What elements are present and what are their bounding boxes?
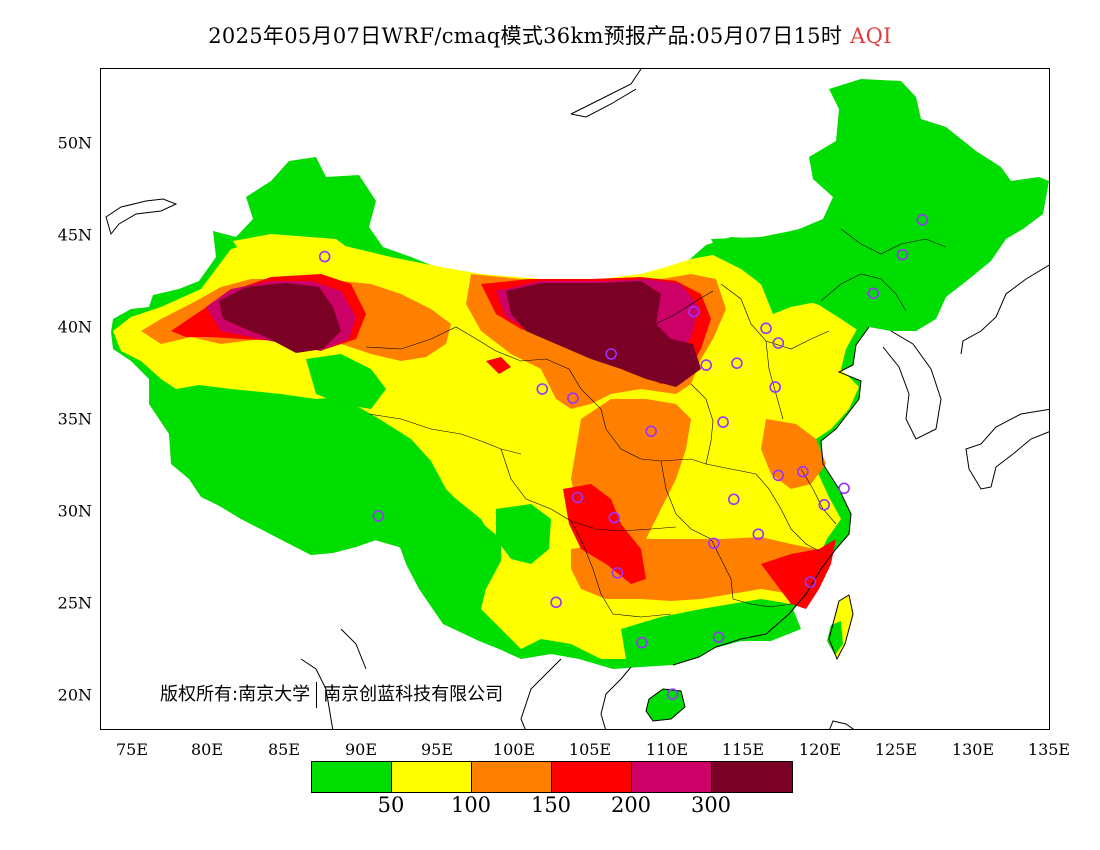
india-border [300, 628, 367, 729]
copyright-separator [316, 682, 318, 708]
x-tick-label: 85E [267, 740, 301, 759]
legend-swatch [472, 762, 552, 792]
legend-swatch [712, 762, 792, 792]
legend-swatch [632, 762, 712, 792]
region-unhealthy-sichuan [563, 484, 646, 584]
station-marker [688, 305, 700, 318]
station-marker [804, 576, 817, 588]
vietnam-coastline [520, 658, 632, 729]
x-tick-label: 120E [798, 740, 842, 759]
x-tick-label: 75E [115, 740, 149, 759]
station-marker [796, 465, 809, 478]
y-tick-label: 25N [57, 593, 92, 613]
station-marker [611, 567, 624, 579]
region-good-northeast [711, 219, 881, 331]
y-tick-label: 35N [57, 409, 92, 429]
y-tick-label: 40N [57, 317, 92, 337]
region-good-sichuan-basin [496, 504, 551, 564]
region-moderate-west [233, 234, 356, 281]
station-marker [645, 425, 657, 438]
legend-break-label: 150 [530, 793, 572, 817]
station-marker [772, 469, 785, 482]
russia-coastline [960, 264, 1049, 355]
region-usg-east [761, 419, 826, 489]
station-marker [731, 357, 743, 370]
baikal-outline [570, 69, 642, 118]
station-marker [772, 337, 785, 349]
region-hazardous-taklimakan [219, 283, 341, 353]
station-marker [896, 248, 909, 261]
coastline [645, 326, 870, 722]
aqi-map [105, 69, 1049, 729]
hainan-island [646, 689, 685, 721]
region-good-south [621, 599, 801, 664]
legend-swatch [392, 762, 472, 792]
legend-swatch [552, 762, 632, 792]
x-tick-label: 130E [951, 740, 995, 759]
station-marker [717, 416, 729, 428]
region-good-xinjiang-south [306, 354, 386, 409]
legend-break-label: 50 [377, 793, 405, 817]
legend-break-label: 300 [690, 793, 732, 817]
x-tick-label: 135E [1027, 740, 1071, 759]
philippines-coastline [829, 720, 855, 729]
station-marker [700, 359, 713, 371]
station-marker [752, 528, 765, 541]
x-tick-label: 125E [874, 740, 918, 759]
japan-coastline [965, 408, 1049, 490]
copyright-notice: 版权所有:南京大学 南京创蓝科技有限公司 [160, 680, 503, 708]
region-hazardous-alxa [506, 281, 701, 387]
region-unhealthy-hubei [486, 357, 511, 374]
korea-coastline [882, 330, 942, 440]
x-tick-label: 115E [721, 740, 765, 759]
legend-break-label: 100 [450, 793, 492, 817]
station-marker [636, 636, 648, 649]
station-marker [769, 381, 782, 393]
region-good-tibet [186, 394, 493, 579]
y-tick-label: 50N [57, 133, 92, 153]
y-tick-label: 20N [57, 685, 92, 705]
copyright-left: 版权所有:南京大学 [160, 684, 311, 705]
station-marker [666, 688, 679, 701]
x-tick-label: 95E [420, 740, 454, 759]
station-marker [318, 250, 331, 263]
legend-swatch [312, 762, 392, 792]
region-unhealthy-fujian [761, 539, 836, 609]
station-marker [550, 596, 562, 609]
station-marker [838, 482, 850, 495]
station-marker [760, 322, 772, 335]
x-tick-label: 105E [568, 740, 612, 759]
station-marker [605, 348, 618, 360]
station-marker [867, 287, 880, 300]
map-frame [100, 68, 1050, 730]
station-marker [571, 491, 584, 504]
title-main: 2025年05月07日WRF/cmaq模式36km预报产品:05月07日15时 [208, 24, 843, 48]
station-marker [372, 510, 385, 522]
station-marker [708, 537, 720, 550]
station-marker [916, 214, 929, 226]
station-marker [712, 631, 725, 644]
province-borders [365, 228, 947, 618]
copyright-right: 南京创蓝科技有限公司 [323, 684, 504, 705]
station-marker [818, 498, 831, 511]
x-tick-label: 110E [645, 740, 689, 759]
station-marker [727, 493, 740, 506]
x-tick-label: 80E [190, 740, 224, 759]
map-title: 2025年05月07日WRF/cmaq模式36km预报产品:05月07日15时 A… [0, 20, 1100, 50]
x-tick-label: 100E [492, 740, 536, 759]
title-product: AQI [850, 24, 892, 48]
y-tick-label: 30N [57, 501, 92, 521]
aqi-legend [311, 761, 793, 793]
x-tick-label: 90E [344, 740, 378, 759]
y-tick-label: 45N [57, 225, 92, 245]
station-marker [608, 511, 621, 524]
legend-break-label: 200 [610, 793, 652, 817]
station-marker [567, 392, 579, 405]
station-marker [536, 383, 549, 395]
balkhash-outline [105, 198, 178, 236]
